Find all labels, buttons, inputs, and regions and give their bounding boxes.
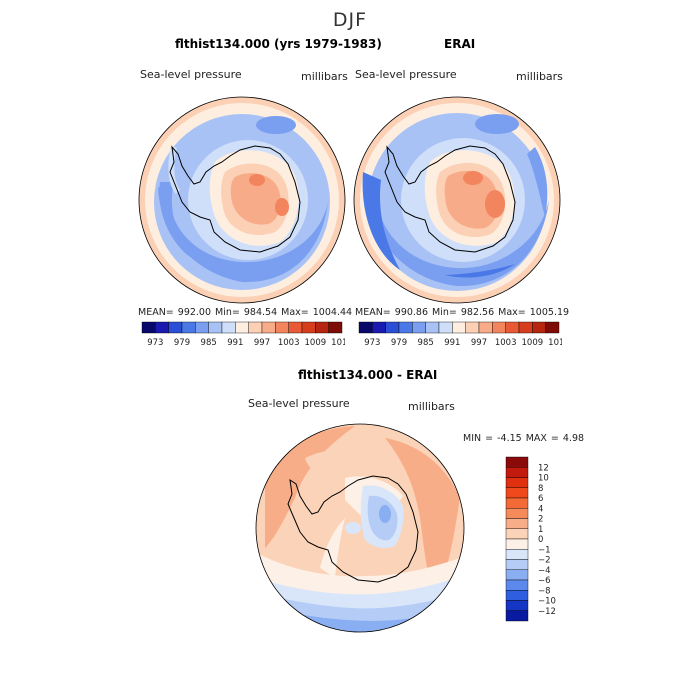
panel-2-colorbar-swatch bbox=[492, 321, 506, 334]
panel-1-colorbar: 973 979 985 991 997 1003 1009 1015 bbox=[141, 321, 345, 348]
panel-1-colorbar-swatch bbox=[195, 321, 209, 334]
panel-1-title: flthist134.000 (yrs 1979-1983) bbox=[175, 37, 382, 51]
panel-3-colorbar-tick-label: 2 bbox=[538, 515, 543, 525]
panel-2-colorbar-swatch bbox=[438, 321, 453, 334]
panel-2-colorbar-tick-label: 991 bbox=[444, 338, 460, 348]
panel-3-colorbar-swatch bbox=[505, 487, 529, 499]
panel-2-colorbar-swatch bbox=[465, 321, 480, 334]
panel-3-colorbar-tick-label: 4 bbox=[538, 504, 543, 514]
panel-2-colorbar-swatch bbox=[358, 321, 373, 334]
panel-3-colorbar-swatch bbox=[505, 528, 529, 540]
panel-1-colorbar-swatch bbox=[328, 321, 343, 334]
panel-1-colorbar-tick-label: 1003 bbox=[278, 338, 300, 348]
panel-2-colorbar-swatch bbox=[385, 321, 400, 334]
panel-1-colorbar-swatch bbox=[275, 321, 289, 334]
panel-1-colorbar-swatch bbox=[315, 321, 329, 334]
panel-3-units-label: millibars bbox=[408, 400, 455, 413]
panel-2-colorbar-swatch bbox=[545, 321, 560, 334]
panel-3-colorbar-tick-label: −6 bbox=[538, 576, 551, 586]
panel-3-colorbar-swatch bbox=[505, 600, 529, 611]
panel-3-colorbar-tick-label: 1 bbox=[538, 525, 543, 535]
panel-2-colorbar-swatch bbox=[505, 321, 520, 334]
panel-3-colorbar-tick-label: −2 bbox=[538, 556, 551, 566]
panel-2-colorbar-swatch bbox=[532, 321, 546, 334]
panel-1-colorbar-tick-label: 997 bbox=[254, 338, 270, 348]
figure-title: DJF bbox=[332, 9, 368, 31]
panel-1-colorbar-swatch bbox=[301, 321, 316, 334]
panel-3-colorbar-tick-label: 8 bbox=[538, 484, 543, 494]
panel-3-colorbar-tick-label: −12 bbox=[538, 607, 556, 617]
panel-1-colorbar-swatch bbox=[288, 321, 303, 334]
panel-3-colorbar-tick-label: 10 bbox=[538, 474, 549, 484]
panel-1-stats: MEAN= 992.00 Min= 984.54 Max= 1004.44 bbox=[138, 307, 353, 318]
panel-3-colorbar-tick-label: 6 bbox=[538, 494, 543, 504]
panel-3-colorbar-tick-label: −10 bbox=[538, 597, 556, 607]
panel-2-colorbar-tick-label: 1009 bbox=[522, 338, 544, 348]
panel-3-variable-label: Sea-level pressure bbox=[248, 397, 350, 410]
panel-2-colorbar-swatch bbox=[412, 321, 426, 334]
panel-2-colorbar-tick-label: 1015 bbox=[548, 338, 562, 348]
panel-2-map bbox=[353, 96, 561, 304]
panel-3-colorbar-swatch bbox=[505, 559, 529, 570]
panel-2-colorbar-swatch bbox=[398, 321, 413, 334]
panel-3-colorbar-tick-label: −4 bbox=[538, 566, 551, 576]
panel-1-colorbar-swatch bbox=[181, 321, 196, 334]
panel-1-map bbox=[138, 96, 346, 304]
panel-3-colorbar-swatch bbox=[505, 477, 529, 488]
panel-3-colorbar-swatch bbox=[505, 579, 529, 591]
panel-1-colorbar-swatch bbox=[168, 321, 183, 334]
panel-2-colorbar-tick-label: 997 bbox=[471, 338, 487, 348]
panel-1-colorbar-tick-label: 1015 bbox=[331, 338, 345, 348]
panel-3-colorbar-swatch bbox=[505, 538, 529, 550]
panel-1-colorbar-swatch bbox=[221, 321, 236, 334]
panel-3-colorbar-swatch bbox=[505, 456, 529, 468]
panel-1-colorbar-tick-label: 985 bbox=[201, 338, 217, 348]
panel-3-colorbar-swatch bbox=[505, 508, 529, 519]
panel-2-colorbar-tick-label: 985 bbox=[418, 338, 434, 348]
panel-1-colorbar-tick-label: 973 bbox=[147, 338, 163, 348]
panel-2-colorbar: 973 979 985 991 997 1003 1009 1015 bbox=[358, 321, 562, 348]
panel-2-colorbar-swatch bbox=[452, 321, 466, 334]
panel-1-colorbar-swatch bbox=[248, 321, 263, 334]
panel-3-colorbar-swatch bbox=[505, 610, 529, 622]
panel-2-title: ERAI bbox=[444, 37, 476, 51]
panel-2-colorbar-tick-label: 973 bbox=[364, 338, 380, 348]
panel-3-colorbar-swatch bbox=[505, 467, 529, 478]
panel-1-colorbar-tick-label: 979 bbox=[174, 338, 190, 348]
panel-3-colorbar-swatch bbox=[505, 549, 529, 560]
panel-2-colorbar-tick-label: 1003 bbox=[495, 338, 517, 348]
panel-1-colorbar-swatch bbox=[155, 321, 169, 334]
panel-1-units-label: millibars bbox=[301, 70, 348, 83]
panel-2-colorbar-swatch bbox=[478, 321, 493, 334]
panel-3-colorbar-swatch bbox=[505, 518, 529, 529]
panel-2-variable-label: Sea-level pressure bbox=[355, 68, 457, 81]
panel-2-colorbar-swatch bbox=[518, 321, 533, 334]
panel-3-map bbox=[255, 423, 465, 633]
panel-3-colorbar-tick-label: −1 bbox=[538, 545, 551, 555]
panel-1-colorbar-swatch bbox=[208, 321, 223, 334]
panel-2-units-label: millibars bbox=[516, 70, 563, 83]
panel-1-colorbar-swatch bbox=[261, 321, 276, 334]
panel-1-variable-label: Sea-level pressure bbox=[140, 68, 242, 81]
panel-3-title: flthist134.000 - ERAI bbox=[298, 368, 438, 382]
panel-1-colorbar-tick-label: 1009 bbox=[305, 338, 327, 348]
panel-2-stats: MEAN= 990.86 Min= 982.56 Max= 1005.19 bbox=[355, 307, 570, 318]
panel-3-stats: MIN = -4.15 MAX = 4.98 bbox=[463, 433, 585, 444]
panel-3-colorbar-tick-label: −8 bbox=[538, 586, 551, 596]
panel-3-colorbar-swatch bbox=[505, 590, 529, 601]
panel-1-colorbar-swatch bbox=[235, 321, 249, 334]
panel-2-colorbar-swatch bbox=[372, 321, 386, 334]
panel-1-colorbar-swatch bbox=[141, 321, 156, 334]
panel-2-colorbar-tick-label: 979 bbox=[391, 338, 407, 348]
panel-3-colorbar-swatch bbox=[505, 569, 529, 581]
panel-3-colorbar-tick-label: 0 bbox=[538, 535, 543, 545]
panel-3-colorbar-tick-label: 12 bbox=[538, 463, 549, 473]
panel-3-colorbar-swatch bbox=[505, 497, 529, 509]
panel-1-colorbar-tick-label: 991 bbox=[227, 338, 243, 348]
panel-2-colorbar-swatch bbox=[425, 321, 440, 334]
